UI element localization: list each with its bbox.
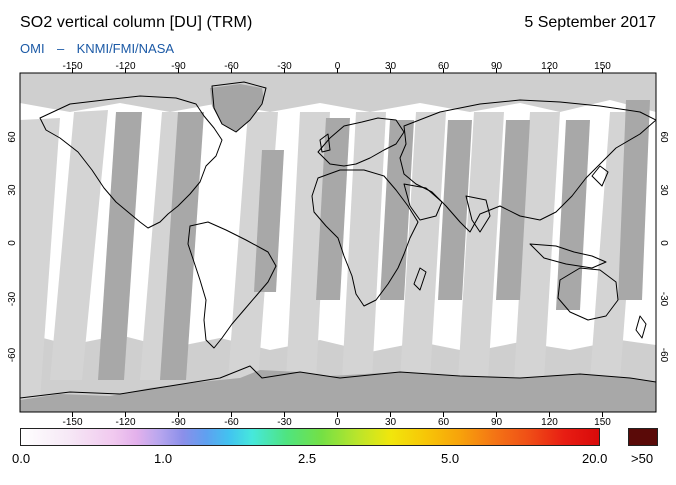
orbit-gap (342, 112, 386, 380)
coast-australia (557, 267, 619, 321)
lon-label: -60 (224, 417, 239, 428)
lon-label: -90 (171, 61, 186, 72)
lat-labels-right: 60 30 0 -30 -60 (658, 131, 669, 362)
map-title: SO2 vertical column [DU] (TRM) (20, 14, 253, 31)
orbit-swath (160, 112, 204, 380)
lon-label: 60 (438, 417, 450, 428)
lon-label: 150 (594, 61, 611, 72)
coast-uk (319, 133, 331, 153)
lat-label: 60 (7, 131, 18, 143)
lon-label: 30 (385, 61, 397, 72)
source-separator: – (56, 41, 65, 56)
coast-antarctica (20, 365, 656, 399)
lon-label: 120 (541, 61, 558, 72)
lon-label: 0 (335, 61, 341, 72)
lat-label: -60 (7, 347, 18, 362)
coast-india (465, 195, 491, 233)
coast-arabia (403, 183, 443, 221)
data-source: OMI – KNMI/FMI/NASA (20, 41, 174, 56)
orbit-swath (380, 120, 414, 300)
lon-label: -150 (62, 61, 82, 72)
coast-europe (317, 117, 405, 167)
lat-labels-left: 60 30 0 -30 -60 (7, 131, 18, 362)
orbit-swath (98, 112, 142, 380)
colorbar-label: 5.0 (441, 451, 460, 466)
lon-labels-bottom: -150 -120 -90 -60 -30 0 30 60 90 120 150 (62, 417, 611, 428)
orbit-swaths (98, 100, 650, 380)
coast-africa (311, 169, 419, 307)
coast-madagascar (413, 267, 427, 291)
lat-label: 0 (7, 240, 18, 246)
orbit-gap (400, 112, 446, 380)
orbit-swath (556, 120, 590, 310)
colorbar-label: 20.0 (582, 451, 608, 466)
lon-label: 90 (491, 61, 503, 72)
colorbar-over-swatch (628, 428, 658, 446)
lon-label: 120 (541, 417, 558, 428)
lon-label: 30 (385, 417, 397, 428)
lat-label: -30 (7, 291, 18, 306)
lon-label: 60 (438, 61, 450, 72)
coastlines (20, 81, 656, 399)
orbit-swath (316, 118, 350, 300)
orbit-swath (438, 120, 472, 300)
orbit-gap (50, 110, 108, 380)
orbit-gap (514, 112, 560, 380)
lon-label: -90 (171, 417, 186, 428)
colorbar-over-label: >50 (631, 451, 654, 466)
lon-label: 150 (594, 417, 611, 428)
lon-label: -60 (224, 61, 239, 72)
greenland-dark (210, 84, 264, 132)
lon-label: -120 (115, 417, 135, 428)
orbit-swath (618, 100, 650, 300)
coast-south-america (187, 221, 277, 349)
coast-japan (591, 165, 609, 187)
orbit-swath (254, 150, 284, 292)
colorbar-label: 0.0 (12, 451, 31, 466)
lat-label: -30 (658, 292, 669, 307)
lon-tick-marks (72, 68, 603, 417)
lon-label: -30 (277, 61, 292, 72)
coast-greenland (211, 81, 267, 133)
lon-label: -120 (115, 61, 135, 72)
colorbar-label: 2.5 (298, 451, 317, 466)
colorbar-label: 1.0 (154, 451, 173, 466)
orbit-gap (20, 118, 60, 400)
lat-label: 60 (658, 131, 669, 143)
source-instrument: OMI (20, 41, 45, 56)
lat-label: 30 (7, 184, 18, 196)
source-agencies: KNMI/FMI/NASA (76, 41, 175, 56)
lon-labels-top: -150 -120 -90 -60 -30 0 30 60 90 120 150 (62, 61, 611, 72)
lon-label: -30 (277, 417, 292, 428)
lat-label: 0 (658, 240, 669, 246)
lat-label: 30 (658, 184, 669, 196)
lon-label: 90 (491, 417, 503, 428)
lon-label: 0 (335, 417, 341, 428)
orbit-gap (458, 112, 504, 380)
coast-indonesia (529, 243, 607, 269)
coast-new-zealand (635, 315, 647, 339)
map-date: 5 September 2017 (524, 14, 656, 31)
orbit-gap (286, 112, 330, 380)
orbit-swath (496, 120, 530, 300)
colorbar (20, 428, 600, 446)
coast-north-america (39, 95, 223, 229)
lat-label: -60 (658, 348, 669, 363)
antarctica-dark (20, 370, 656, 412)
lon-label: -150 (62, 417, 82, 428)
